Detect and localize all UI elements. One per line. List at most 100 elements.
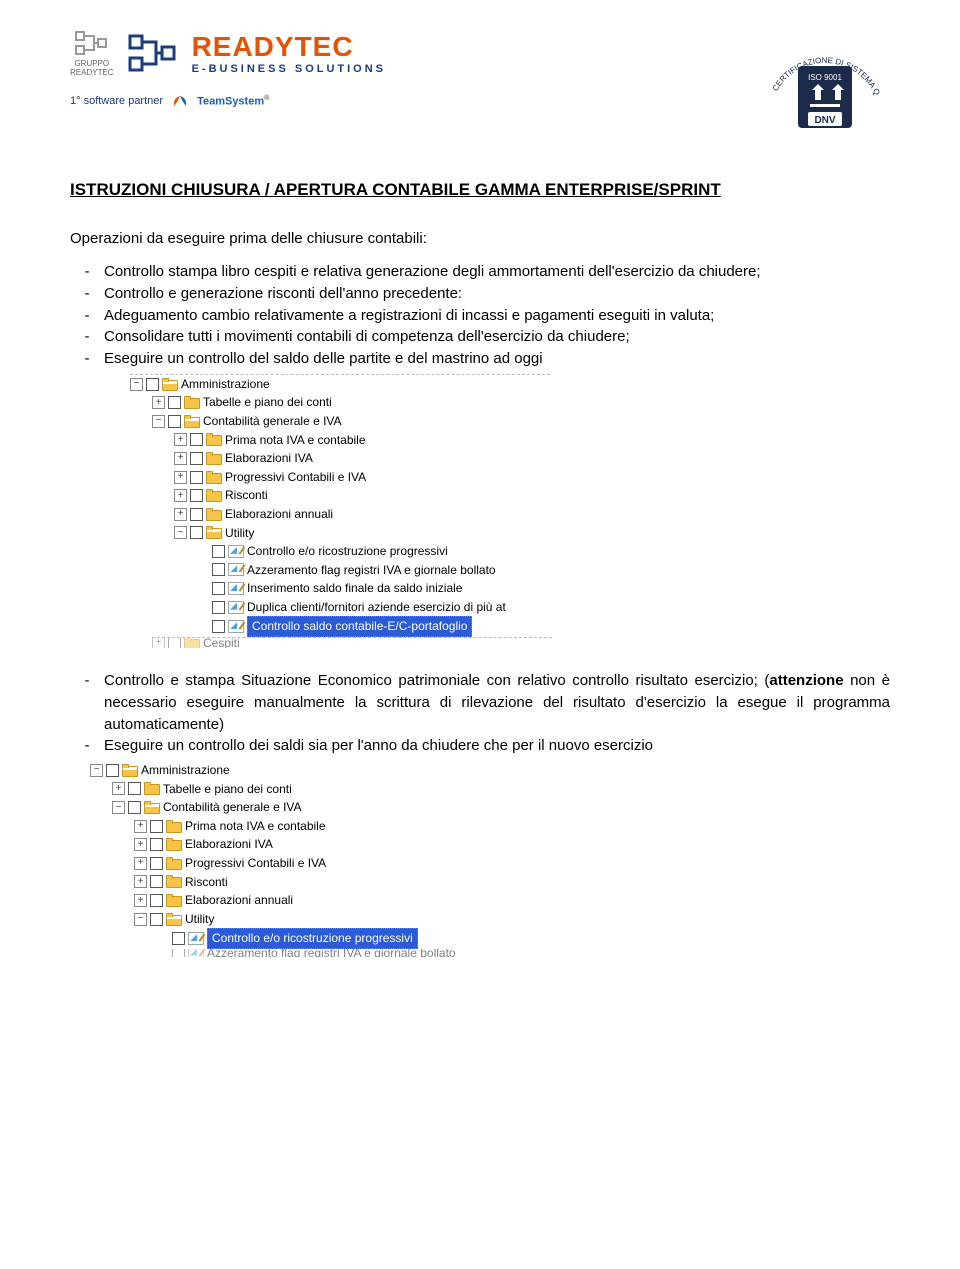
tree-label[interactable]: Controllo e/o ricostruzione progressivi xyxy=(247,542,448,561)
expand-icon[interactable]: + xyxy=(134,875,147,888)
folder-icon xyxy=(166,820,182,833)
folder-icon xyxy=(206,489,222,502)
bullet-item: Eseguire un controllo dei saldi sia per … xyxy=(104,735,890,757)
tree-label-cut: Azzeramento flag registri IVA e giornale… xyxy=(207,949,456,957)
bullet-item: Eseguire un controllo del saldo delle pa… xyxy=(104,348,890,370)
group-mark: GRUPPO READYTEC xyxy=(70,30,114,77)
expand-icon[interactable]: + xyxy=(174,508,187,521)
collapse-icon[interactable]: − xyxy=(90,764,103,777)
checkbox[interactable] xyxy=(190,452,203,465)
checkbox[interactable] xyxy=(190,471,203,484)
folder-open-icon xyxy=(162,378,178,391)
expand-icon[interactable]: + xyxy=(134,857,147,870)
folder-icon xyxy=(166,857,182,870)
folder-icon xyxy=(166,838,182,851)
report-icon xyxy=(228,582,244,595)
folder-open-icon xyxy=(206,526,222,539)
checkbox[interactable] xyxy=(212,620,225,633)
tree-label[interactable]: Tabelle e piano dei conti xyxy=(203,393,332,412)
intro-text: Operazioni da eseguire prima delle chius… xyxy=(70,230,890,247)
expand-icon[interactable]: + xyxy=(174,489,187,502)
checkbox[interactable] xyxy=(150,894,163,907)
logo-row: GRUPPO READYTEC READYTEC E-BUSINESS SOLU… xyxy=(70,30,386,77)
checkbox[interactable] xyxy=(150,875,163,888)
checkbox[interactable] xyxy=(146,378,159,391)
tree-label[interactable]: Elaborazioni annuali xyxy=(225,505,333,524)
checkbox[interactable] xyxy=(150,913,163,926)
checkbox[interactable] xyxy=(172,932,185,945)
tree-label[interactable]: Contabilità generale e IVA xyxy=(203,412,342,431)
page: GRUPPO READYTEC READYTEC E-BUSINESS SOLU… xyxy=(0,0,960,957)
tree-label[interactable]: Amministrazione xyxy=(181,375,270,394)
tree-label[interactable]: Amministrazione xyxy=(141,761,230,780)
expand-icon[interactable]: + xyxy=(174,433,187,446)
tree-label[interactable]: Azzeramento flag registri IVA e giornale… xyxy=(247,561,496,580)
folder-icon xyxy=(166,875,182,888)
collapse-icon[interactable]: − xyxy=(174,526,187,539)
collapse-icon[interactable]: − xyxy=(112,801,125,814)
collapse-icon[interactable]: − xyxy=(130,378,143,391)
report-icon xyxy=(188,949,204,957)
checkbox[interactable] xyxy=(190,508,203,521)
checkbox[interactable] xyxy=(106,764,119,777)
checkbox[interactable] xyxy=(150,820,163,833)
iso-badge-icon: CERTIFICAZIONE DI SISTEMA QUALITÀ ISO 90… xyxy=(760,30,890,150)
partner-row: 1° software partner TeamSystem® xyxy=(70,93,386,109)
expand-icon[interactable]: + xyxy=(134,894,147,907)
tree-label-selected[interactable]: Controllo e/o ricostruzione progressivi xyxy=(207,928,418,949)
checkbox[interactable] xyxy=(212,563,225,576)
folder-icon xyxy=(184,396,200,409)
tree-label[interactable]: Utility xyxy=(185,910,214,929)
checkbox[interactable] xyxy=(150,838,163,851)
tree-label[interactable]: Prima nota IVA e contabile xyxy=(225,431,366,450)
expand-icon[interactable]: + xyxy=(134,820,147,833)
checkbox[interactable] xyxy=(128,782,141,795)
tree-label[interactable]: Elaborazioni annuali xyxy=(185,891,293,910)
expand-icon[interactable]: + xyxy=(174,452,187,465)
folder-icon xyxy=(166,894,182,907)
tree-label[interactable]: Elaborazioni IVA xyxy=(185,835,273,854)
tree-label[interactable]: Utility xyxy=(225,524,254,543)
folder-open-icon xyxy=(184,415,200,428)
report-icon xyxy=(228,563,244,576)
expand-icon[interactable]: + xyxy=(152,396,165,409)
checkbox[interactable] xyxy=(168,396,181,409)
tree-label[interactable]: Prima nota IVA e contabile xyxy=(185,817,326,836)
checkbox[interactable] xyxy=(212,601,225,614)
checkbox[interactable] xyxy=(190,433,203,446)
tree-label[interactable]: Inserimento saldo finale da saldo inizia… xyxy=(247,579,462,598)
expand-icon[interactable]: + xyxy=(112,782,125,795)
tree-label-cut: Cespiti xyxy=(203,638,240,648)
company-tagline: E-BUSINESS SOLUTIONS xyxy=(192,63,386,75)
menu-tree-2: − Amministrazione + Tabelle e piano dei co… xyxy=(90,761,890,957)
bullet-list-1: -Controllo stampa libro cespiti e relati… xyxy=(70,261,890,370)
folder-open-icon xyxy=(122,764,138,777)
menu-tree-1: − Amministrazione + Tabelle e piano dei co… xyxy=(130,374,890,648)
expand-icon[interactable]: + xyxy=(134,838,147,851)
checkbox[interactable] xyxy=(190,526,203,539)
letterhead: GRUPPO READYTEC READYTEC E-BUSINESS SOLU… xyxy=(70,30,890,150)
checkbox[interactable] xyxy=(190,489,203,502)
tree-label[interactable]: Elaborazioni IVA xyxy=(225,449,313,468)
gruppo-bottom: READYTEC xyxy=(70,68,114,77)
tree-label[interactable]: Contabilità generale e IVA xyxy=(163,798,302,817)
group-glyph-icon xyxy=(74,30,110,58)
collapse-icon[interactable]: − xyxy=(152,415,165,428)
collapse-icon[interactable]: − xyxy=(134,913,147,926)
checkbox[interactable] xyxy=(150,857,163,870)
checkbox[interactable] xyxy=(128,801,141,814)
logo-block: GRUPPO READYTEC READYTEC E-BUSINESS SOLU… xyxy=(70,30,386,109)
report-icon xyxy=(228,601,244,614)
checkbox[interactable] xyxy=(168,415,181,428)
tree-label[interactable]: Risconti xyxy=(225,486,268,505)
tree-label[interactable]: Progressivi Contabili e IVA xyxy=(225,468,366,487)
tree-label[interactable]: Risconti xyxy=(185,873,228,892)
tree-label[interactable]: Duplica clienti/fornitori aziende eserci… xyxy=(247,598,506,617)
tree-label[interactable]: Tabelle e piano dei conti xyxy=(163,780,292,799)
bullet-list-2: -Controllo e stampa Situazione Economico… xyxy=(70,670,890,757)
expand-icon[interactable]: + xyxy=(174,471,187,484)
tree-label-selected[interactable]: Controllo saldo contabile-E/C-portafogli… xyxy=(247,616,472,637)
checkbox[interactable] xyxy=(212,582,225,595)
checkbox[interactable] xyxy=(212,545,225,558)
tree-label[interactable]: Progressivi Contabili e IVA xyxy=(185,854,326,873)
